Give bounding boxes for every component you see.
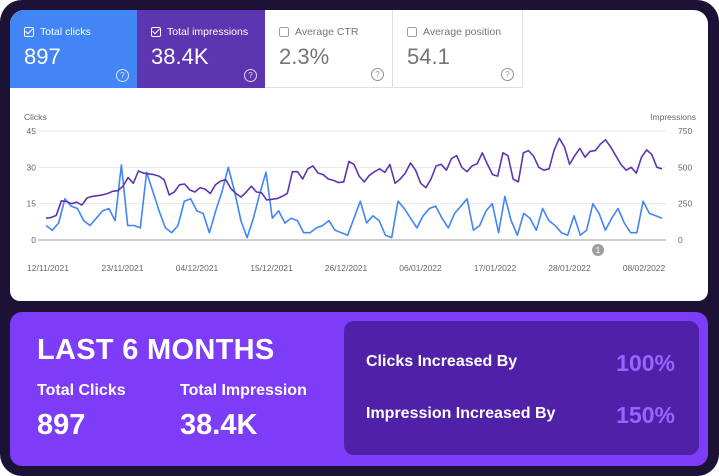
y-tick-label-right: 0 xyxy=(678,235,683,245)
increase-box: Clicks Increased By 100% Impression Incr… xyxy=(344,321,699,455)
summary-title: LAST 6 MONTHS xyxy=(37,334,275,366)
annotation-label: 1 xyxy=(596,246,601,255)
help-icon[interactable]: ? xyxy=(116,69,129,82)
help-icon[interactable]: ? xyxy=(501,68,514,81)
metric-value: 54.1 xyxy=(407,44,450,69)
annotation-marker xyxy=(592,244,604,256)
summary-panel: LAST 6 MONTHS Total Clicks 897 Total Imp… xyxy=(10,312,708,466)
x-tick-label: 26/12/2021 xyxy=(325,263,368,273)
total-impression-label: Total Impression xyxy=(180,382,307,399)
y-tick-label-right: 250 xyxy=(678,199,692,209)
clicks-increase-value: 100% xyxy=(616,350,675,376)
checkbox-icon[interactable] xyxy=(151,27,161,37)
metric-label: Average CTR xyxy=(295,26,359,38)
x-tick-label: 06/01/2022 xyxy=(399,263,442,273)
metric-value: 38.4K xyxy=(151,44,209,69)
metric-value: 897 xyxy=(24,44,61,69)
total-clicks-label: Total Clicks xyxy=(37,382,126,399)
impression-increase-value: 150% xyxy=(616,402,675,428)
metric-average-position[interactable]: Average position 54.1 ? xyxy=(393,10,523,88)
x-tick-label: 08/02/2022 xyxy=(623,263,666,273)
x-tick-label: 17/01/2022 xyxy=(474,263,517,273)
total-clicks-value: 897 xyxy=(37,409,86,441)
checkbox-icon[interactable] xyxy=(279,27,289,37)
y-tick-label-left: 30 xyxy=(27,162,37,172)
performance-chart: Clicks Impressions 0 15 30 45 0 250 500 750 12/11/… xyxy=(24,112,696,273)
metric-total-clicks[interactable]: Total clicks 897 ? xyxy=(10,10,137,88)
checkbox-icon[interactable] xyxy=(407,27,417,37)
y-tick-label-right: 750 xyxy=(678,126,692,136)
metric-total-impressions[interactable]: Total impressions 38.4K ? xyxy=(137,10,265,88)
y-axis-label-left: Clicks xyxy=(24,112,47,122)
x-tick-label: 15/12/2021 xyxy=(250,263,293,273)
help-icon[interactable]: ? xyxy=(244,69,257,82)
y-tick-label-left: 0 xyxy=(31,235,36,245)
y-tick-label-left: 45 xyxy=(27,126,37,136)
series-line-impressions xyxy=(45,137,663,219)
metric-label: Average position xyxy=(423,26,502,38)
search-console-card: Total clicks 897 ? Total impressions 38.… xyxy=(10,10,708,301)
impression-increase-label: Impression Increased By xyxy=(366,405,556,422)
y-tick-label-right: 500 xyxy=(678,162,692,172)
series-line-clicks xyxy=(45,164,663,239)
help-icon[interactable]: ? xyxy=(371,68,384,81)
metric-value: 2.3% xyxy=(279,44,330,69)
x-tick-label: 04/12/2021 xyxy=(176,263,219,273)
total-impression-value: 38.4K xyxy=(180,409,258,441)
x-tick-label: 28/01/2022 xyxy=(548,263,591,273)
y-tick-label-left: 15 xyxy=(27,199,37,209)
clicks-increase-label: Clicks Increased By xyxy=(366,353,518,370)
metric-label: Total clicks xyxy=(40,26,91,38)
x-tick-label: 12/11/2021 xyxy=(27,263,69,273)
checkbox-icon[interactable] xyxy=(24,27,34,37)
metric-average-ctr[interactable]: Average CTR 2.3% ? xyxy=(265,10,393,88)
y-axis-label-right: Impressions xyxy=(650,112,696,122)
metric-label: Total impressions xyxy=(167,26,249,38)
x-tick-label: 23/11/2021 xyxy=(102,263,144,273)
